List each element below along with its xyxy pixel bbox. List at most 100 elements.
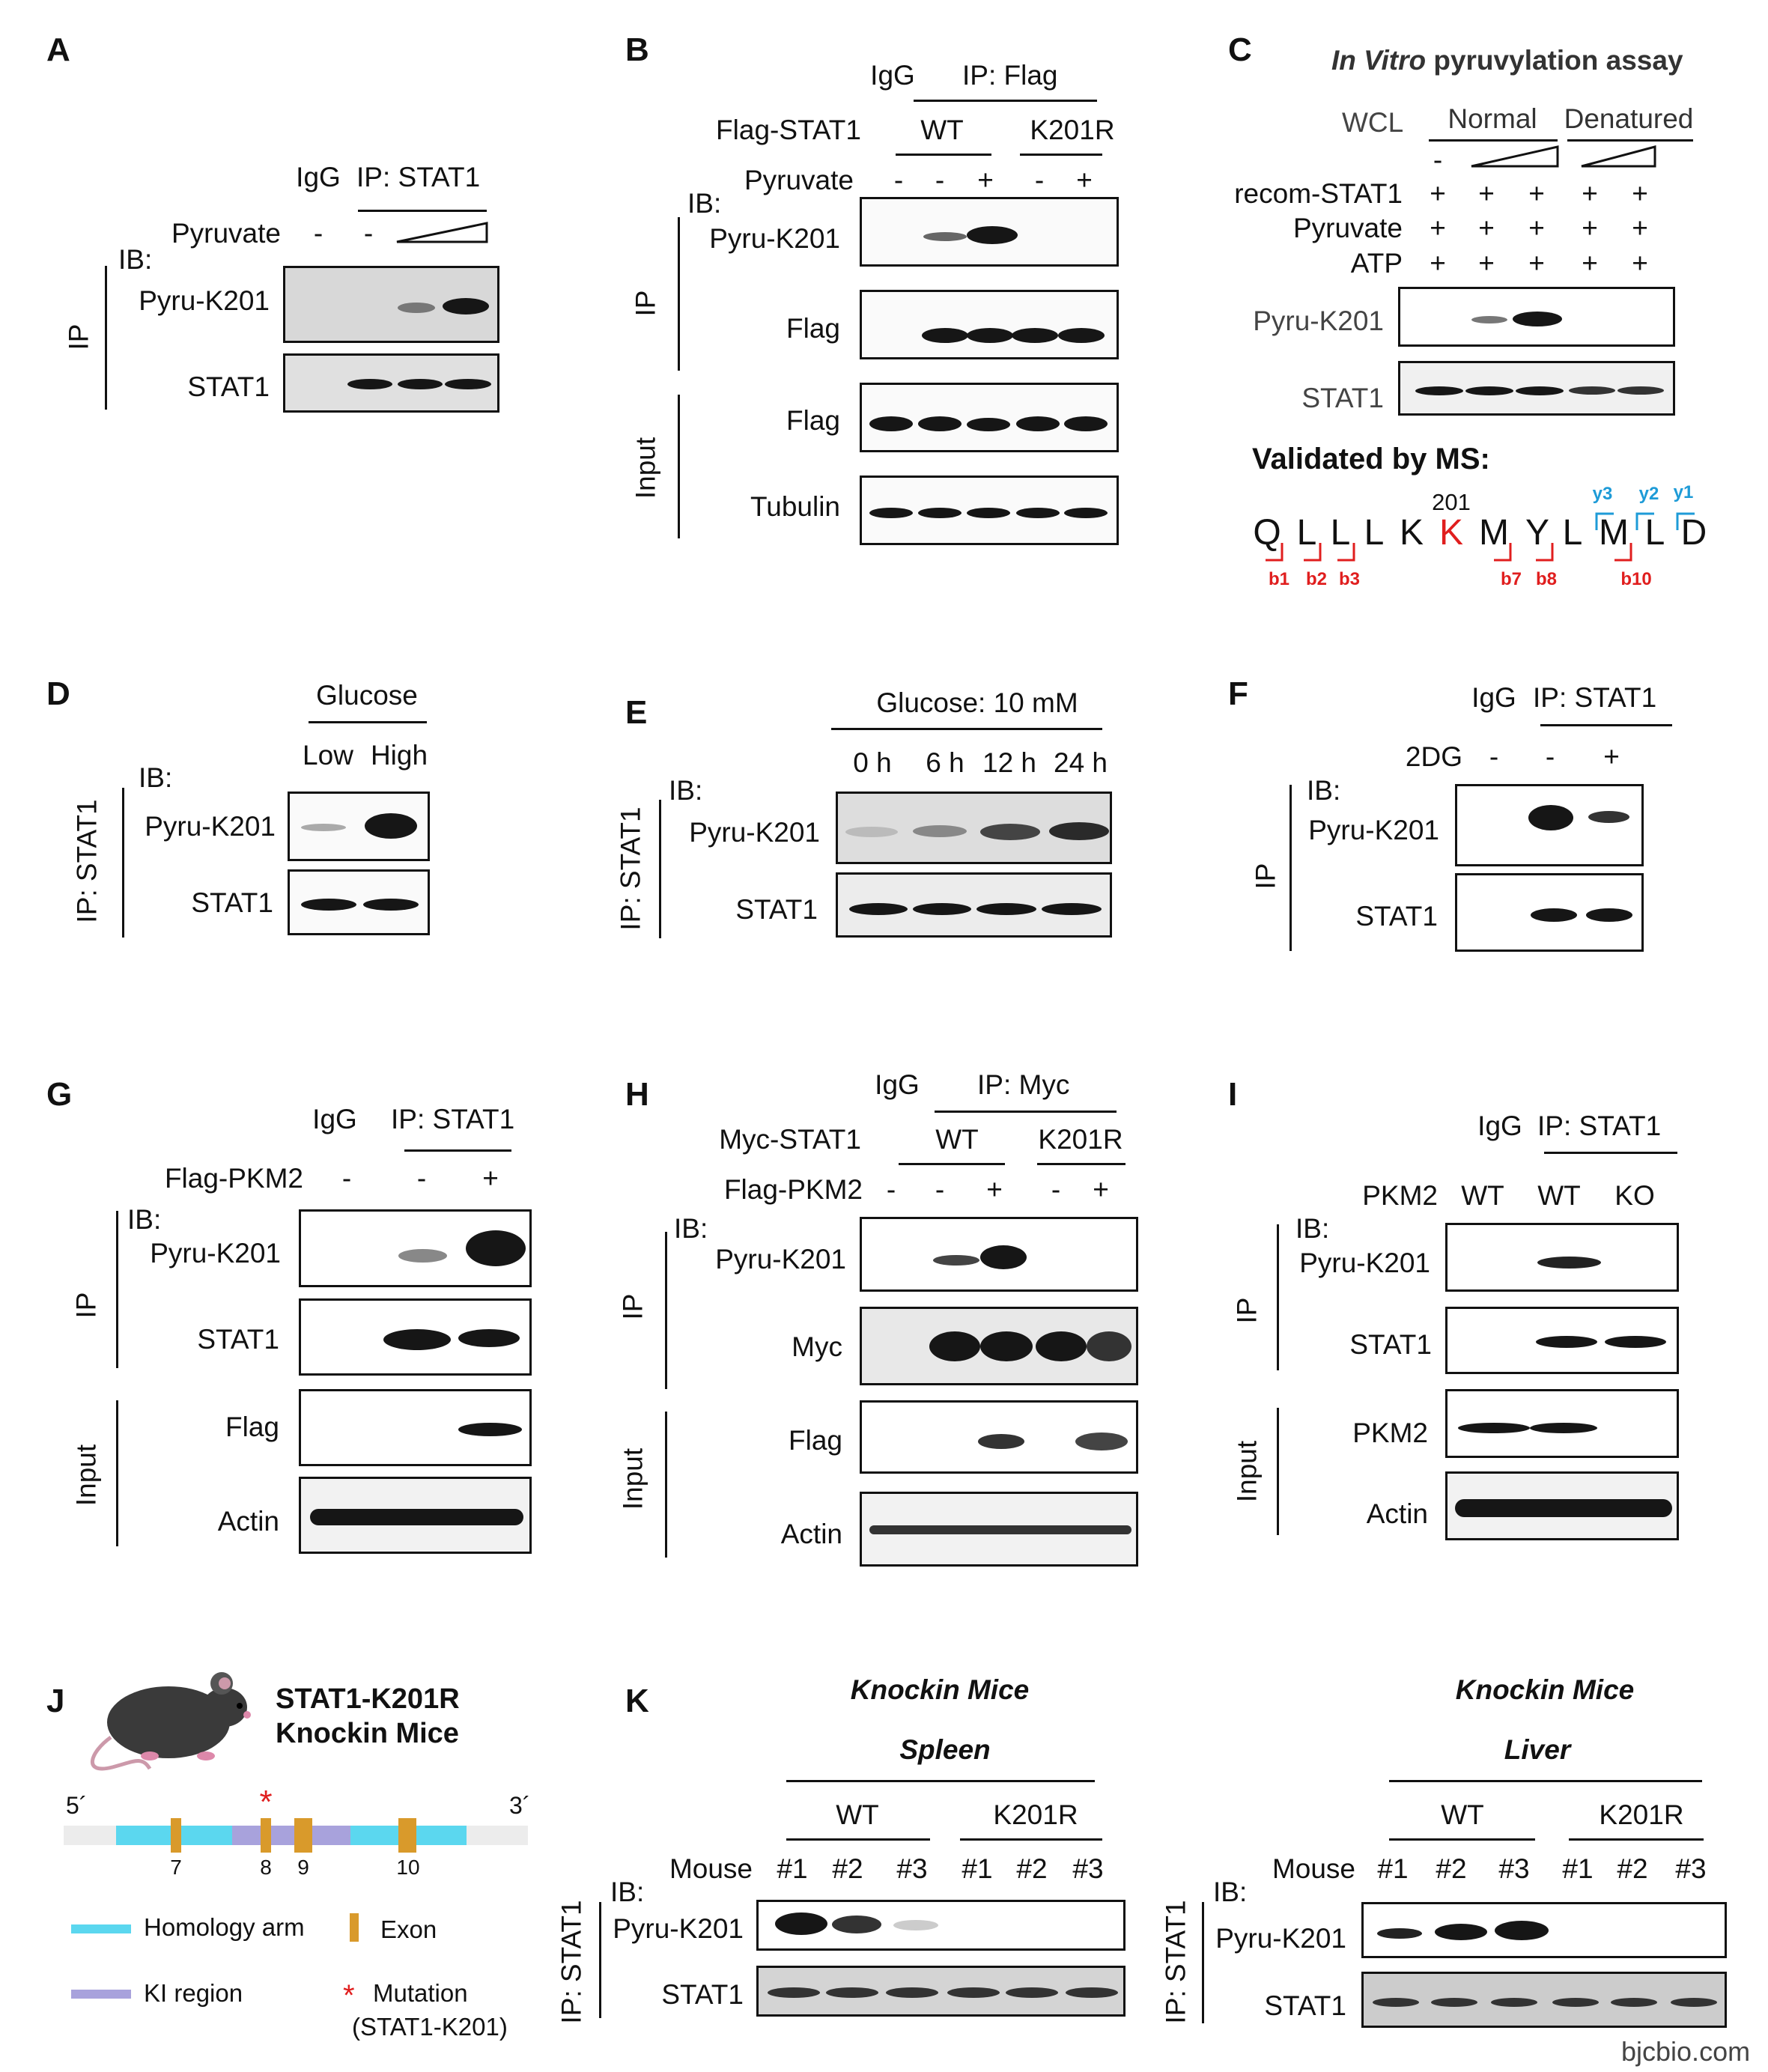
- side-bracket-input: [116, 1400, 118, 1546]
- wcl-label: WCL: [1342, 107, 1404, 138]
- y-ion-label: y1: [1673, 482, 1694, 502]
- group-bracket: [1389, 1838, 1535, 1841]
- side-label-ip: IP: [70, 1292, 102, 1319]
- ip-bracket: [1540, 724, 1672, 726]
- group-label: K201R: [993, 1799, 1078, 1830]
- side-bracket-ip: [678, 217, 680, 371]
- b-ion-label: b10: [1620, 569, 1652, 589]
- band: [1373, 1998, 1419, 2007]
- band: [1415, 386, 1463, 395]
- b-ion-label: b8: [1535, 569, 1558, 589]
- band: [1458, 1423, 1530, 1433]
- legend-homology: Homology arm: [144, 1913, 305, 1941]
- side-bracket-ip: [116, 1211, 118, 1368]
- side-label: IP: STAT1: [556, 1900, 587, 2024]
- blot-stat1: [283, 353, 499, 413]
- side-label-ip: IP: [1231, 1297, 1263, 1324]
- band: [1012, 328, 1058, 343]
- side-label-input: Input: [70, 1444, 102, 1507]
- five-prime: 5´: [66, 1792, 88, 1819]
- band: [1536, 1336, 1597, 1348]
- panel-label: I: [1228, 1076, 1238, 1113]
- lane-label: #1: [777, 1853, 808, 1884]
- side-bracket-input: [678, 395, 680, 538]
- lane-label: #1: [1377, 1853, 1409, 1884]
- ip-bracket: [935, 1111, 1117, 1113]
- group-label: WT: [836, 1799, 879, 1830]
- blot-pyru-k201: [756, 1900, 1125, 1951]
- lane-sign: -: [935, 1174, 945, 1205]
- lane-sign: -: [1489, 741, 1499, 772]
- blot-stat1: [756, 1966, 1125, 2017]
- band: [1588, 811, 1629, 823]
- band: [1455, 1499, 1672, 1517]
- group-label: K201R: [1038, 1124, 1123, 1155]
- row-label: Pyru-K201: [689, 817, 820, 848]
- lane-label: KO: [1614, 1180, 1655, 1211]
- band: [1531, 908, 1577, 922]
- ib-label: IB:: [669, 775, 703, 806]
- blot-actin: [860, 1492, 1138, 1567]
- ib-label: IB:: [118, 244, 153, 275]
- exon-7: [171, 1818, 181, 1853]
- lane-label: #3: [1498, 1853, 1530, 1884]
- residue: L: [1364, 513, 1385, 553]
- band: [832, 1915, 881, 1933]
- panel-label: E: [625, 694, 648, 731]
- lane-label: WT: [1461, 1180, 1504, 1211]
- band: [1611, 1998, 1657, 2007]
- band: [980, 1331, 1033, 1361]
- band: [1552, 1998, 1599, 2007]
- b-ion-label: b3: [1338, 569, 1361, 589]
- lane-sign: +: [1076, 165, 1093, 195]
- row-label: Pyruvate: [1292, 213, 1403, 243]
- b-ion-label: b7: [1500, 569, 1522, 589]
- lane-label: #2: [1436, 1853, 1467, 1884]
- band: [1042, 903, 1102, 915]
- row-label: STAT1: [1349, 1329, 1432, 1360]
- treatment-label: Pyruvate: [744, 165, 854, 195]
- band: [893, 1920, 938, 1930]
- row-label: Actin: [780, 1519, 842, 1549]
- band: [398, 1249, 447, 1263]
- ib-label: IB:: [1213, 1877, 1248, 1907]
- ms-title: Validated by MS:: [1252, 443, 1490, 476]
- row-label: Pyru-K201: [1308, 815, 1439, 845]
- row-label: STAT1: [187, 371, 270, 402]
- band: [826, 1987, 878, 1998]
- lane-1-sign: -: [313, 218, 323, 249]
- y-ion-label: y3: [1592, 484, 1613, 504]
- band: [1016, 416, 1060, 431]
- band: [1530, 1423, 1597, 1433]
- band: [978, 1434, 1024, 1449]
- blot-pyru-k201: [1361, 1902, 1727, 1958]
- band: [1569, 386, 1615, 395]
- lane-sign: -: [1433, 145, 1443, 175]
- blot-actin: [1445, 1471, 1679, 1540]
- exon-8: [261, 1818, 271, 1853]
- group-bracket: [960, 1838, 1102, 1841]
- blot-stat1: [836, 872, 1112, 938]
- band: [310, 1509, 523, 1525]
- band: [1058, 328, 1105, 343]
- band: [1435, 1924, 1487, 1940]
- band: [1513, 312, 1562, 326]
- legend-swatch-homology: [71, 1924, 131, 1933]
- ib-label: IB:: [610, 1877, 645, 1907]
- lane-label: #1: [1562, 1853, 1594, 1884]
- side-bracket-input: [665, 1412, 667, 1558]
- blot-pyru-k201: [283, 266, 499, 343]
- band: [869, 508, 913, 518]
- group-label: WT: [920, 115, 964, 145]
- band: [869, 1525, 1131, 1534]
- row-label: Actin: [217, 1506, 279, 1537]
- exon-label: 7: [170, 1856, 182, 1879]
- ip-bracket: [1544, 1152, 1677, 1154]
- treatment-label: Flag-PKM2: [723, 1174, 863, 1205]
- band: [1036, 1331, 1087, 1361]
- row-label: Pyru-K201: [709, 223, 840, 254]
- group-bracket: [1020, 154, 1102, 156]
- lane-sign: -: [935, 165, 945, 195]
- side-label: IP: [1250, 863, 1281, 890]
